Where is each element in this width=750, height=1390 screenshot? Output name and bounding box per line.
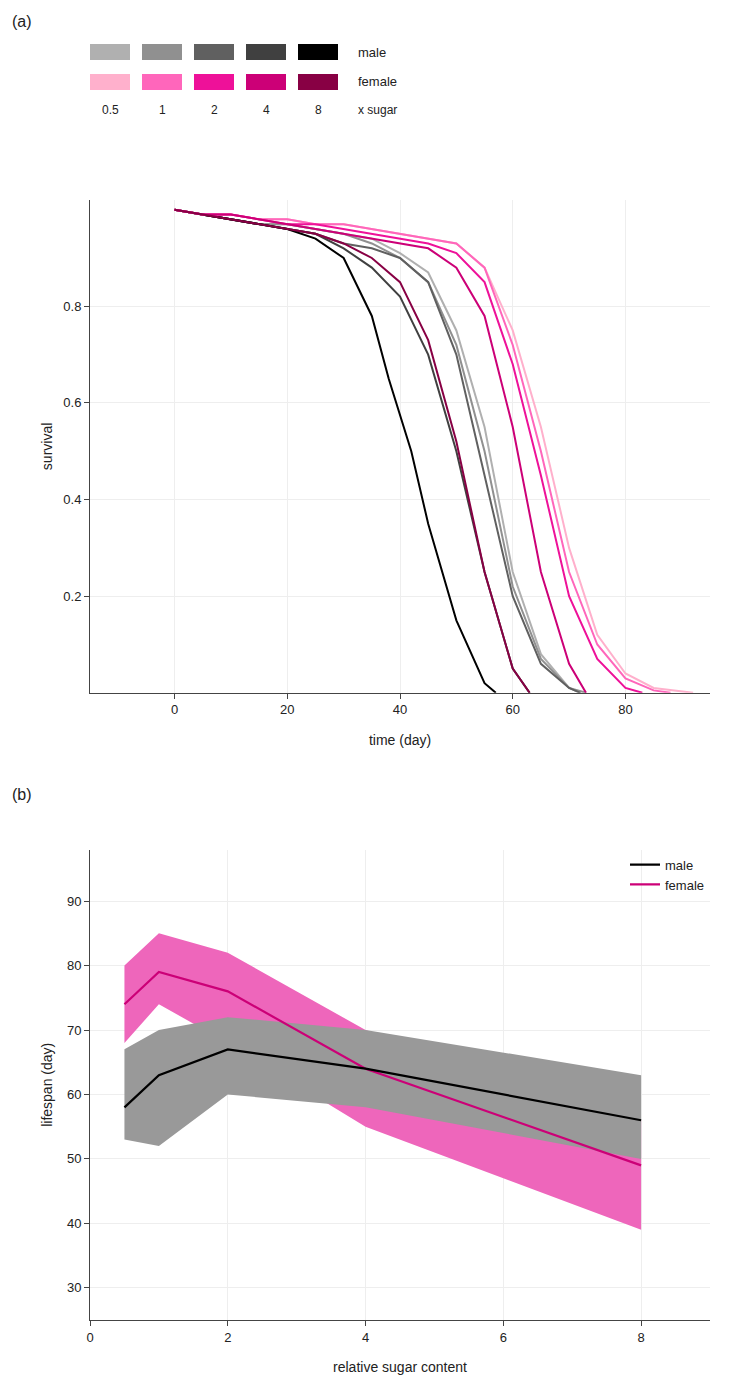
svg-text:relative sugar content: relative sugar content	[333, 1359, 467, 1375]
svg-text:80: 80	[67, 958, 81, 973]
svg-text:0: 0	[86, 1330, 93, 1345]
svg-text:female: female	[358, 74, 397, 89]
svg-text:6: 6	[500, 1330, 507, 1345]
svg-text:40: 40	[67, 1216, 81, 1231]
svg-text:male: male	[358, 45, 386, 60]
svg-text:x sugar: x sugar	[358, 103, 397, 117]
svg-text:8: 8	[315, 103, 322, 117]
svg-text:8: 8	[637, 1330, 644, 1345]
svg-text:0.5: 0.5	[102, 103, 119, 117]
svg-text:male: male	[665, 858, 693, 873]
svg-text:70: 70	[67, 1023, 81, 1038]
svg-text:survival: survival	[39, 423, 55, 470]
svg-text:0.6: 0.6	[63, 395, 81, 410]
svg-text:40: 40	[393, 702, 407, 717]
svg-text:(b): (b)	[12, 786, 32, 803]
svg-text:60: 60	[67, 1087, 81, 1102]
svg-text:time (day): time (day)	[369, 732, 431, 748]
svg-text:4: 4	[362, 1330, 369, 1345]
svg-text:1: 1	[159, 103, 166, 117]
svg-text:2: 2	[224, 1330, 231, 1345]
svg-text:2: 2	[211, 103, 218, 117]
svg-text:80: 80	[618, 702, 632, 717]
svg-text:0.8: 0.8	[63, 299, 81, 314]
svg-text:50: 50	[67, 1151, 81, 1166]
svg-text:lifespan (day): lifespan (day)	[39, 1043, 55, 1127]
svg-text:0: 0	[171, 702, 178, 717]
svg-text:60: 60	[505, 702, 519, 717]
svg-text:0.4: 0.4	[63, 492, 81, 507]
svg-text:(a): (a)	[12, 13, 32, 30]
svg-text:20: 20	[280, 702, 294, 717]
svg-text:30: 30	[67, 1280, 81, 1295]
svg-text:female: female	[665, 878, 704, 893]
svg-text:0.2: 0.2	[63, 589, 81, 604]
svg-text:4: 4	[263, 103, 270, 117]
svg-text:90: 90	[67, 894, 81, 909]
